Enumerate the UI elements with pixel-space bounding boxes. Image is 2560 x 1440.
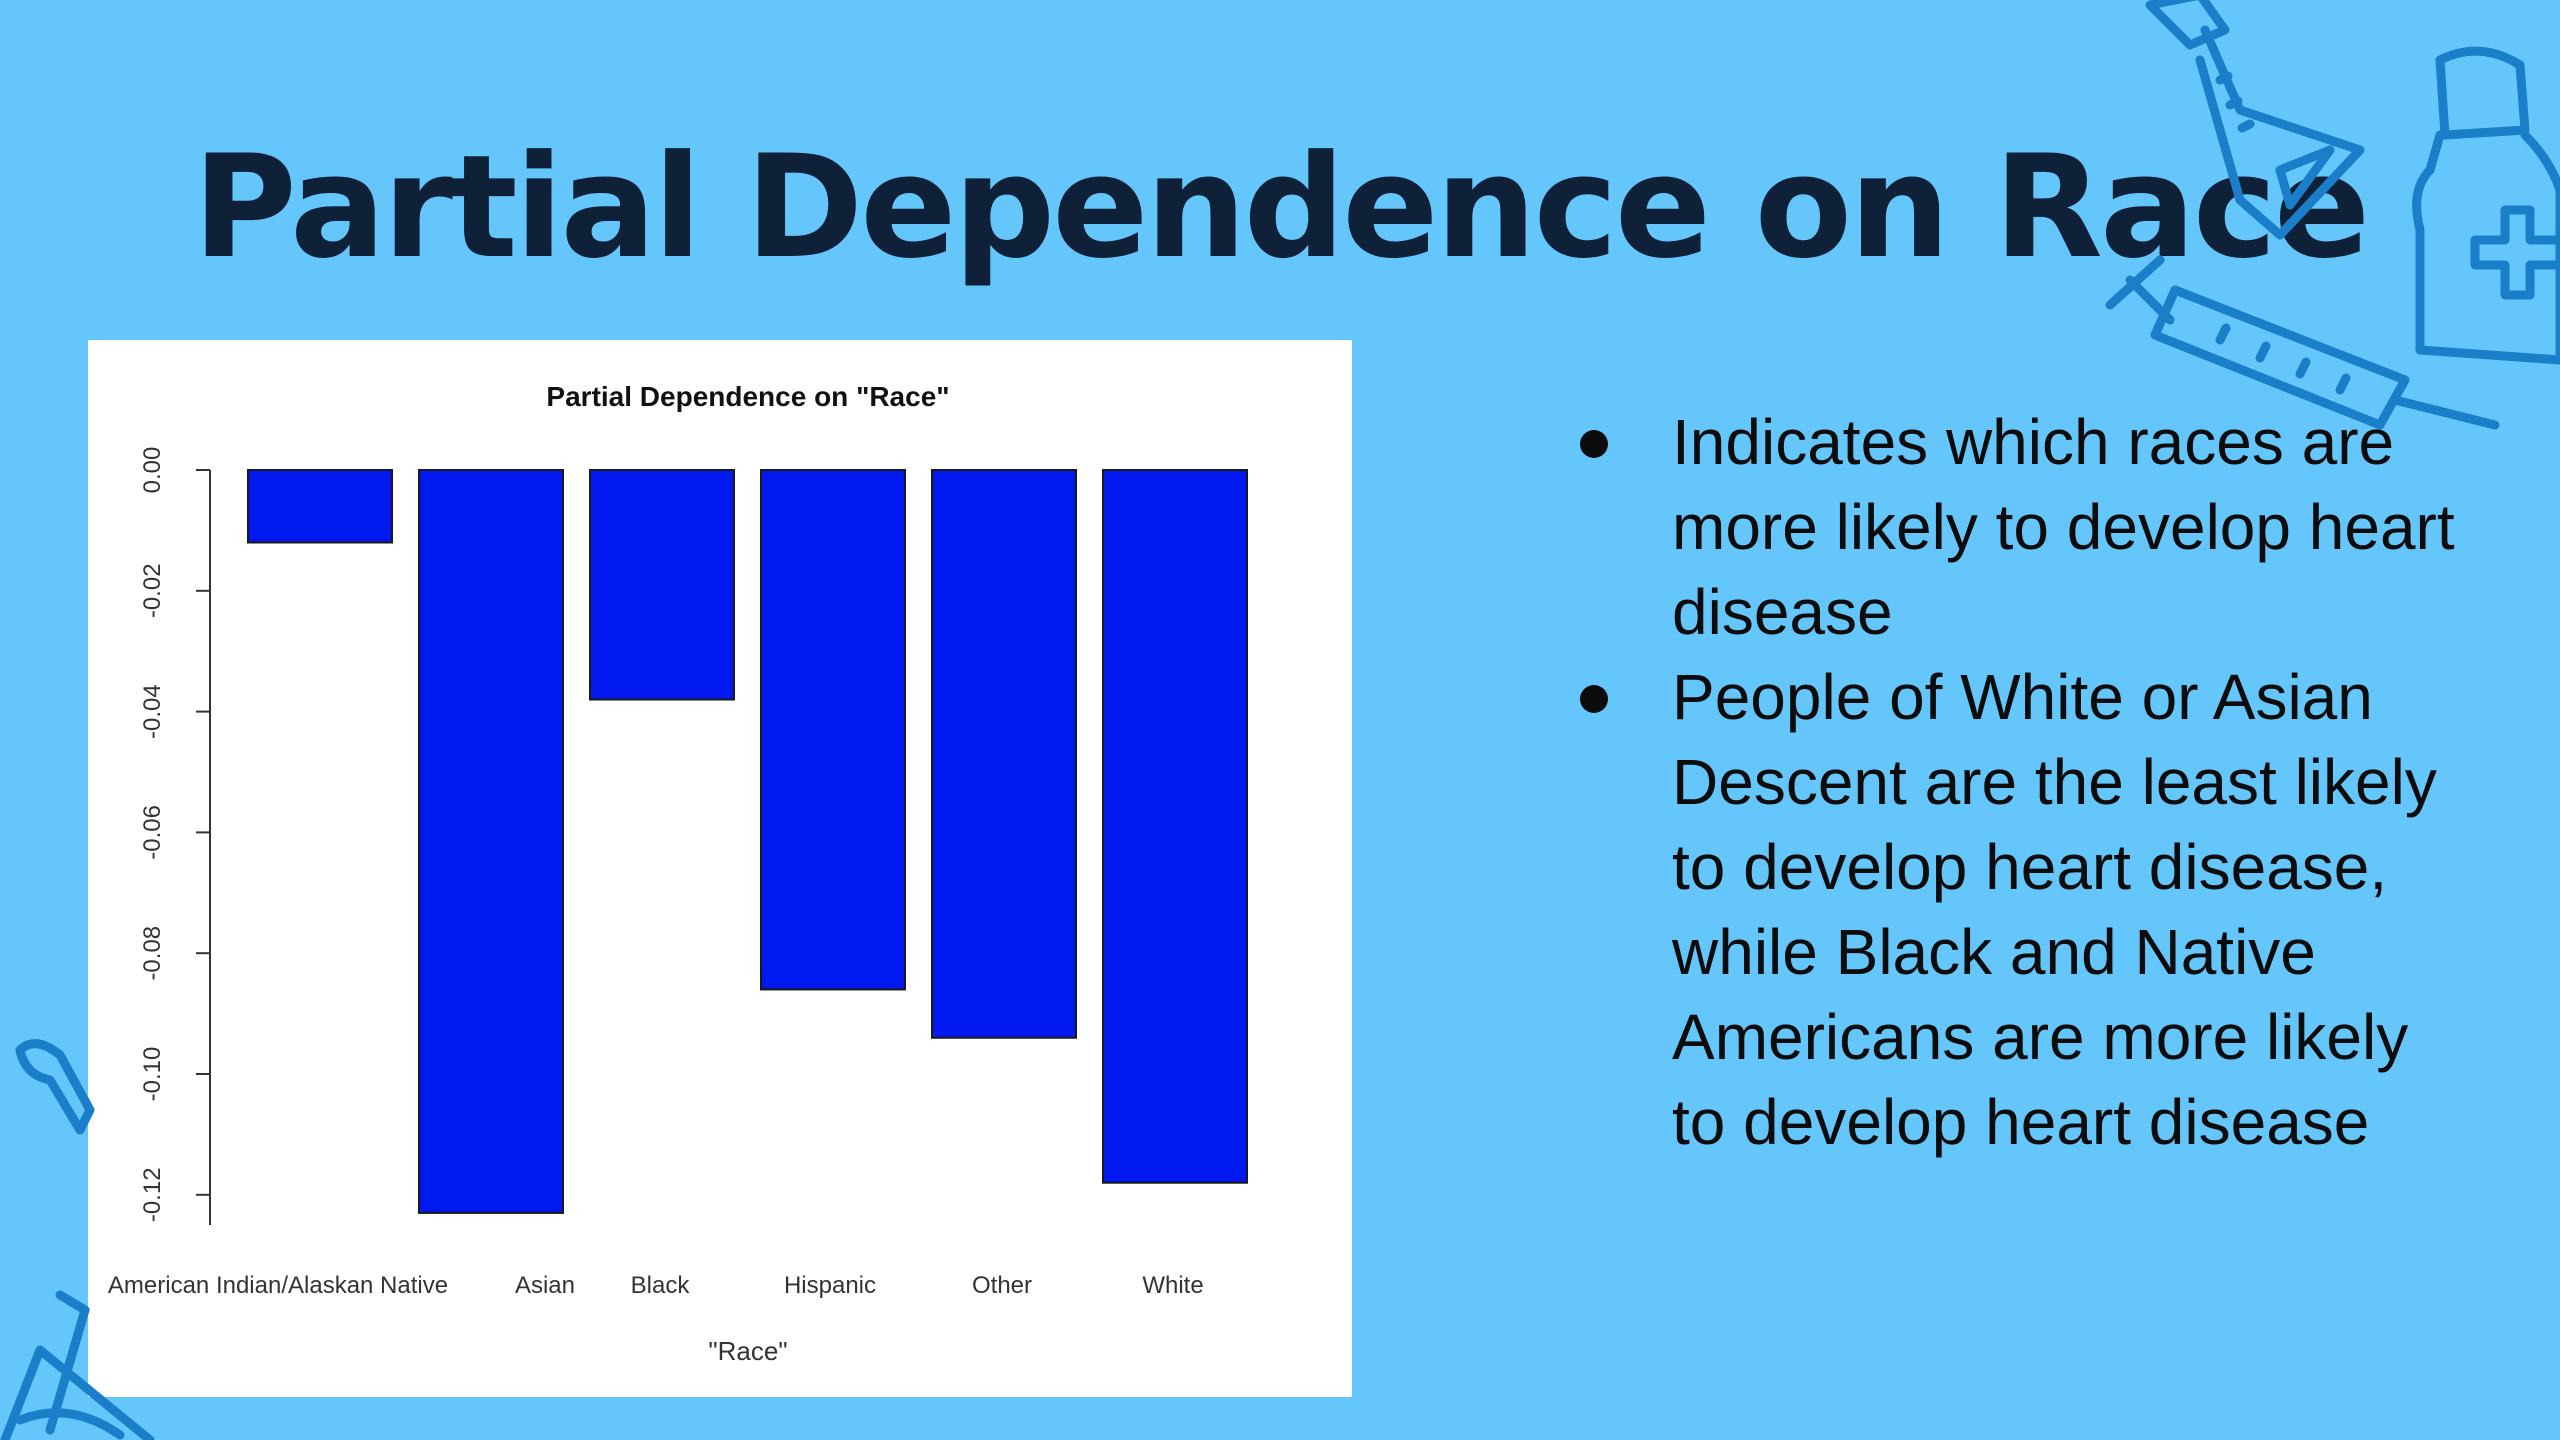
bar <box>1102 469 1248 1184</box>
bar <box>589 469 735 701</box>
medicine-bottle-icon <box>2412 46 2560 365</box>
syringe-icon <box>2105 255 2500 430</box>
x-tick-label: White <box>1142 1272 1203 1299</box>
chart-panel: Partial Dependence on "Race" 0.00 -0.02 -0… <box>88 340 1352 1397</box>
bullet-text: Indicates which races are more likely to… <box>1672 406 2455 648</box>
x-tick-label: American Indian/Alaskan Native <box>108 1272 448 1299</box>
flask-icon <box>2145 0 2365 240</box>
y-tick-label: -0.02 <box>139 563 166 618</box>
x-tick-label: Hispanic <box>784 1272 876 1299</box>
bullet-item: Indicates which races are more likely to… <box>1570 400 2470 655</box>
bar <box>760 469 906 991</box>
bar <box>931 469 1077 1039</box>
bullet-list: Indicates which races are more likely to… <box>1570 400 2470 1165</box>
y-tick-label: -0.08 <box>139 926 166 981</box>
chart-title: Partial Dependence on "Race" <box>546 381 949 412</box>
bar <box>418 469 564 1214</box>
y-tick-label: -0.10 <box>139 1047 166 1102</box>
y-tick-label: 0.00 <box>139 447 166 494</box>
x-tick-label: Asian <box>515 1272 575 1299</box>
x-tick-label: Black <box>631 1272 691 1299</box>
bar <box>247 469 393 544</box>
bullet-item: People of White or Asian Descent are the… <box>1570 655 2470 1165</box>
beaker-icon <box>0 1290 155 1440</box>
slide-title: Partial Dependence on Race <box>192 125 2371 290</box>
x-tick-label: Other <box>972 1272 1032 1299</box>
bullet-text: People of White or Asian Descent are the… <box>1672 661 2437 1158</box>
pipette-icon <box>15 1039 95 1135</box>
bullet-dot <box>1580 685 1608 713</box>
x-axis-label: "Race" <box>708 1336 787 1366</box>
y-tick-label: -0.12 <box>139 1167 166 1222</box>
y-tick-label: -0.04 <box>139 684 166 739</box>
bar-chart: Partial Dependence on "Race" 0.00 -0.02 -0… <box>108 381 1248 1366</box>
bullet-dot <box>1580 430 1608 458</box>
y-tick-label: -0.06 <box>139 805 166 860</box>
